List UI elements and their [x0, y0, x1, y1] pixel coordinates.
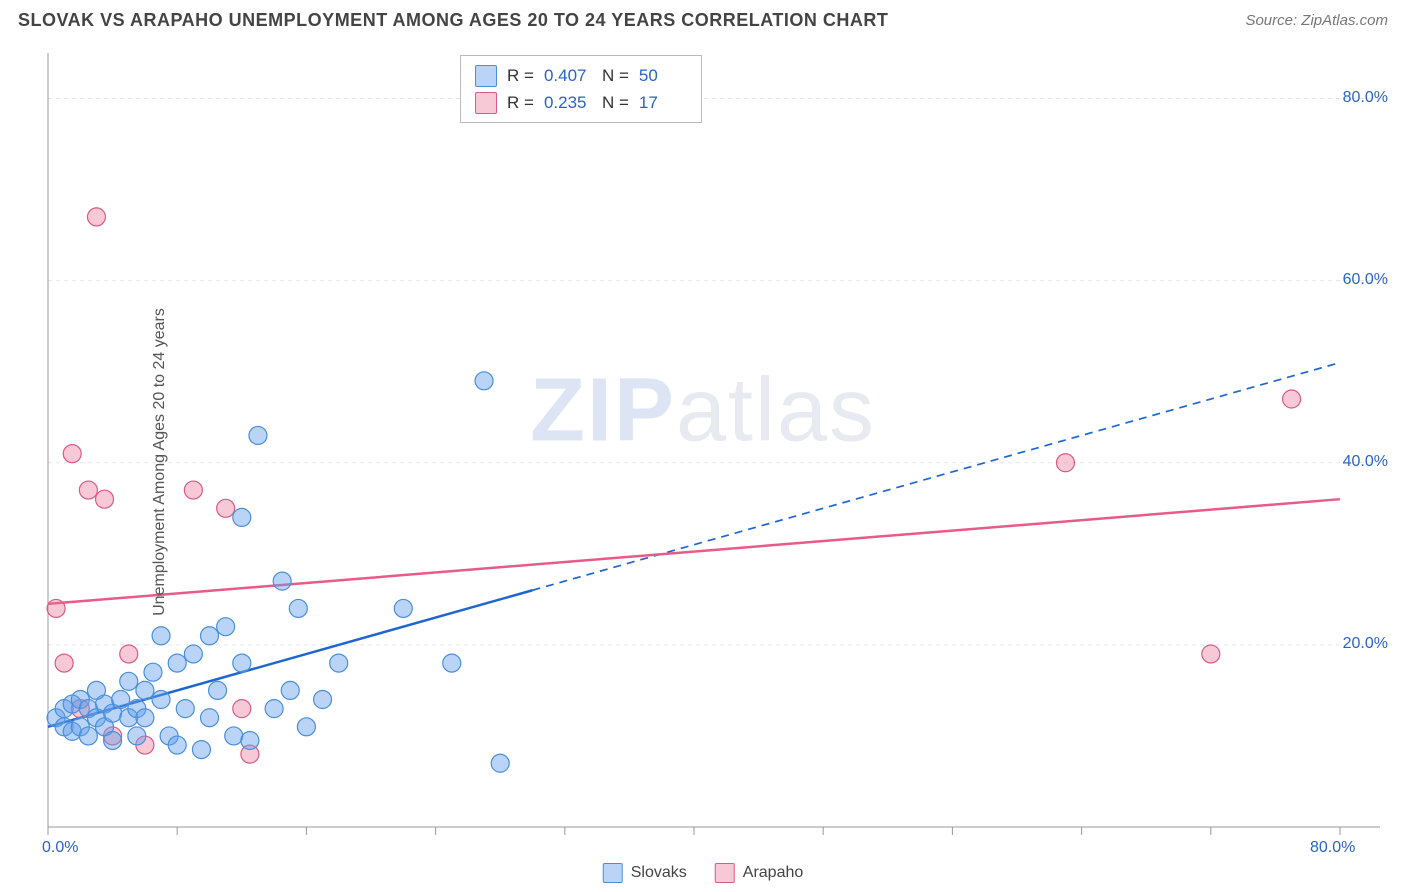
- data-point: [120, 672, 138, 690]
- y-tick-label: 60.0%: [1343, 271, 1388, 289]
- data-point: [225, 727, 243, 745]
- x-tick-label: 0.0%: [42, 839, 78, 857]
- data-point: [475, 372, 493, 390]
- data-point: [184, 481, 202, 499]
- data-point: [1202, 645, 1220, 663]
- data-point: [120, 645, 138, 663]
- chart-header: SLOVAK VS ARAPAHO UNEMPLOYMENT AMONG AGE…: [0, 0, 1406, 37]
- legend-swatch: [715, 863, 735, 883]
- data-point: [281, 681, 299, 699]
- data-point: [144, 663, 162, 681]
- legend-label: Arapaho: [743, 864, 804, 882]
- data-point: [79, 481, 97, 499]
- data-point: [233, 654, 251, 672]
- data-point: [87, 208, 105, 226]
- data-point: [330, 654, 348, 672]
- scatter-plot-svg: [0, 37, 1406, 887]
- chart-source: Source: ZipAtlas.com: [1245, 12, 1388, 29]
- data-point: [201, 627, 219, 645]
- data-point: [443, 654, 461, 672]
- data-point: [112, 691, 130, 709]
- data-point: [96, 490, 114, 508]
- data-point: [184, 645, 202, 663]
- data-point: [1056, 454, 1074, 472]
- legend-item: Arapaho: [715, 863, 804, 883]
- data-point: [152, 627, 170, 645]
- data-point: [217, 618, 235, 636]
- data-point: [249, 426, 267, 444]
- data-point: [233, 508, 251, 526]
- legend-swatch: [603, 863, 623, 883]
- data-point: [168, 654, 186, 672]
- data-point: [168, 736, 186, 754]
- data-point: [394, 599, 412, 617]
- y-tick-label: 80.0%: [1343, 89, 1388, 107]
- data-point: [136, 709, 154, 727]
- data-point: [152, 691, 170, 709]
- data-point: [314, 691, 332, 709]
- data-point: [128, 727, 146, 745]
- stats-row: R =0.407N =50: [475, 62, 687, 89]
- data-point: [55, 654, 73, 672]
- data-point: [233, 700, 251, 718]
- data-point: [201, 709, 219, 727]
- chart-area: Unemployment Among Ages 20 to 24 years Z…: [0, 37, 1406, 887]
- legend-swatch: [475, 92, 497, 114]
- legend-label: Slovaks: [631, 864, 687, 882]
- y-tick-label: 20.0%: [1343, 635, 1388, 653]
- data-point: [289, 599, 307, 617]
- data-point: [176, 700, 194, 718]
- legend-swatch: [475, 65, 497, 87]
- data-point: [1283, 390, 1301, 408]
- data-point: [136, 681, 154, 699]
- data-point: [273, 572, 291, 590]
- data-point: [63, 445, 81, 463]
- data-point: [241, 731, 259, 749]
- data-point: [217, 499, 235, 517]
- data-point: [79, 727, 97, 745]
- x-tick-label: 80.0%: [1310, 839, 1355, 857]
- correlation-stats-box: R =0.407N =50R =0.235N =17: [460, 55, 702, 123]
- data-point: [209, 681, 227, 699]
- chart-title: SLOVAK VS ARAPAHO UNEMPLOYMENT AMONG AGE…: [18, 10, 888, 31]
- y-tick-label: 40.0%: [1343, 453, 1388, 471]
- data-point: [192, 741, 210, 759]
- y-axis-label: Unemployment Among Ages 20 to 24 years: [151, 308, 169, 616]
- data-point: [297, 718, 315, 736]
- data-point: [47, 599, 65, 617]
- data-point: [265, 700, 283, 718]
- stats-row: R =0.235N =17: [475, 89, 687, 116]
- legend-bottom: Slovaks Arapaho: [603, 863, 804, 883]
- data-point: [491, 754, 509, 772]
- legend-item: Slovaks: [603, 863, 687, 883]
- data-point: [104, 731, 122, 749]
